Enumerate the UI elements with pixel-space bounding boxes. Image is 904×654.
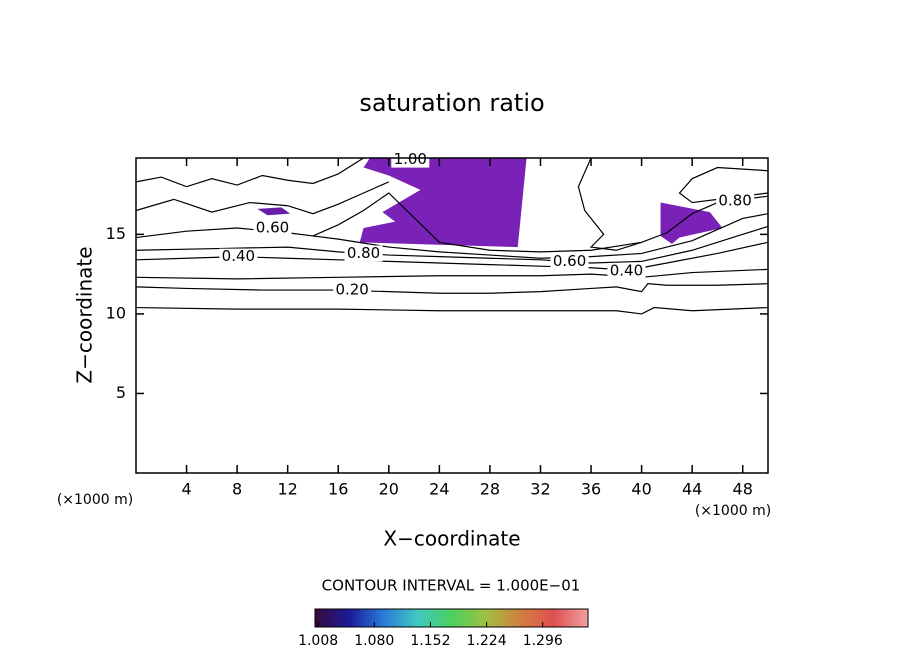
contour-label-bg: [253, 220, 292, 236]
contour-line: [135, 306, 769, 315]
colorbar-tick-label: 1.152: [410, 633, 450, 649]
filled-region: [257, 207, 291, 216]
plot-frame: [135, 157, 769, 474]
contour-label: 0.60: [553, 252, 586, 270]
x-tick-label: 28: [480, 480, 500, 499]
filled-region: [660, 202, 723, 244]
colorbar: [314, 608, 589, 628]
colorbar-tick-label: 1.296: [523, 633, 563, 649]
contour-label: 1.00: [394, 150, 427, 168]
x-tick-label: 48: [733, 480, 753, 499]
x-unit-label: (×1000 m): [57, 492, 133, 508]
contour-line: [135, 181, 390, 215]
x-tick-label: 16: [328, 480, 348, 499]
chart-title: saturation ratio: [359, 89, 544, 117]
contour-label: 0.80: [347, 244, 380, 262]
contour-label-bg: [333, 282, 372, 299]
contour-line: [312, 192, 769, 253]
contour-line: [135, 225, 769, 264]
contour-interval: CONTOUR INTERVAL = 1.000E−01: [322, 577, 581, 595]
contour-line: [135, 268, 769, 280]
contour-label-bg: [550, 253, 589, 270]
contour-line: [577, 157, 642, 251]
contour-line: [135, 283, 769, 294]
contour-label-bg: [716, 192, 755, 209]
y-tick-label: 10: [106, 303, 126, 322]
y-axis-title: Z−coordinate: [73, 246, 97, 383]
contour-label: 0.40: [610, 261, 643, 279]
contour-label: 0.40: [222, 247, 255, 265]
contour-label-bg: [344, 245, 383, 262]
x-tick-label: 12: [278, 480, 298, 499]
contour-label: 0.60: [256, 219, 289, 237]
x-tick-label: 8: [232, 480, 242, 499]
colorbar-tick-label: 1.224: [467, 633, 507, 649]
x-tick-label: 44: [682, 480, 702, 499]
colorbar-tick-label: 1.080: [354, 633, 394, 649]
x-unit-label: (×1000 m): [695, 503, 771, 519]
x-tick-label: 32: [530, 480, 550, 499]
y-tick-label: 5: [116, 383, 126, 402]
colorbar-tick-label: 1.008: [298, 633, 338, 649]
contour-label-bg: [391, 151, 430, 168]
x-tick-label: 24: [429, 480, 449, 499]
x-tick-label: 20: [379, 480, 399, 499]
plot-area: 0.200.400.400.600.600.800.801.00: [135, 150, 769, 315]
filled-region: [359, 158, 527, 248]
contour-label-bg: [607, 262, 646, 279]
contour-label: 0.80: [718, 191, 751, 209]
x-tick-label: 40: [631, 480, 651, 499]
x-tick-label: 4: [181, 480, 191, 499]
contour-label: 0.20: [335, 281, 368, 299]
x-axis-title: X−coordinate: [383, 527, 520, 551]
contour-label-bg: [219, 248, 258, 265]
x-tick-label: 36: [581, 480, 601, 499]
contour-line: [135, 157, 364, 188]
y-tick-label: 15: [106, 224, 126, 243]
